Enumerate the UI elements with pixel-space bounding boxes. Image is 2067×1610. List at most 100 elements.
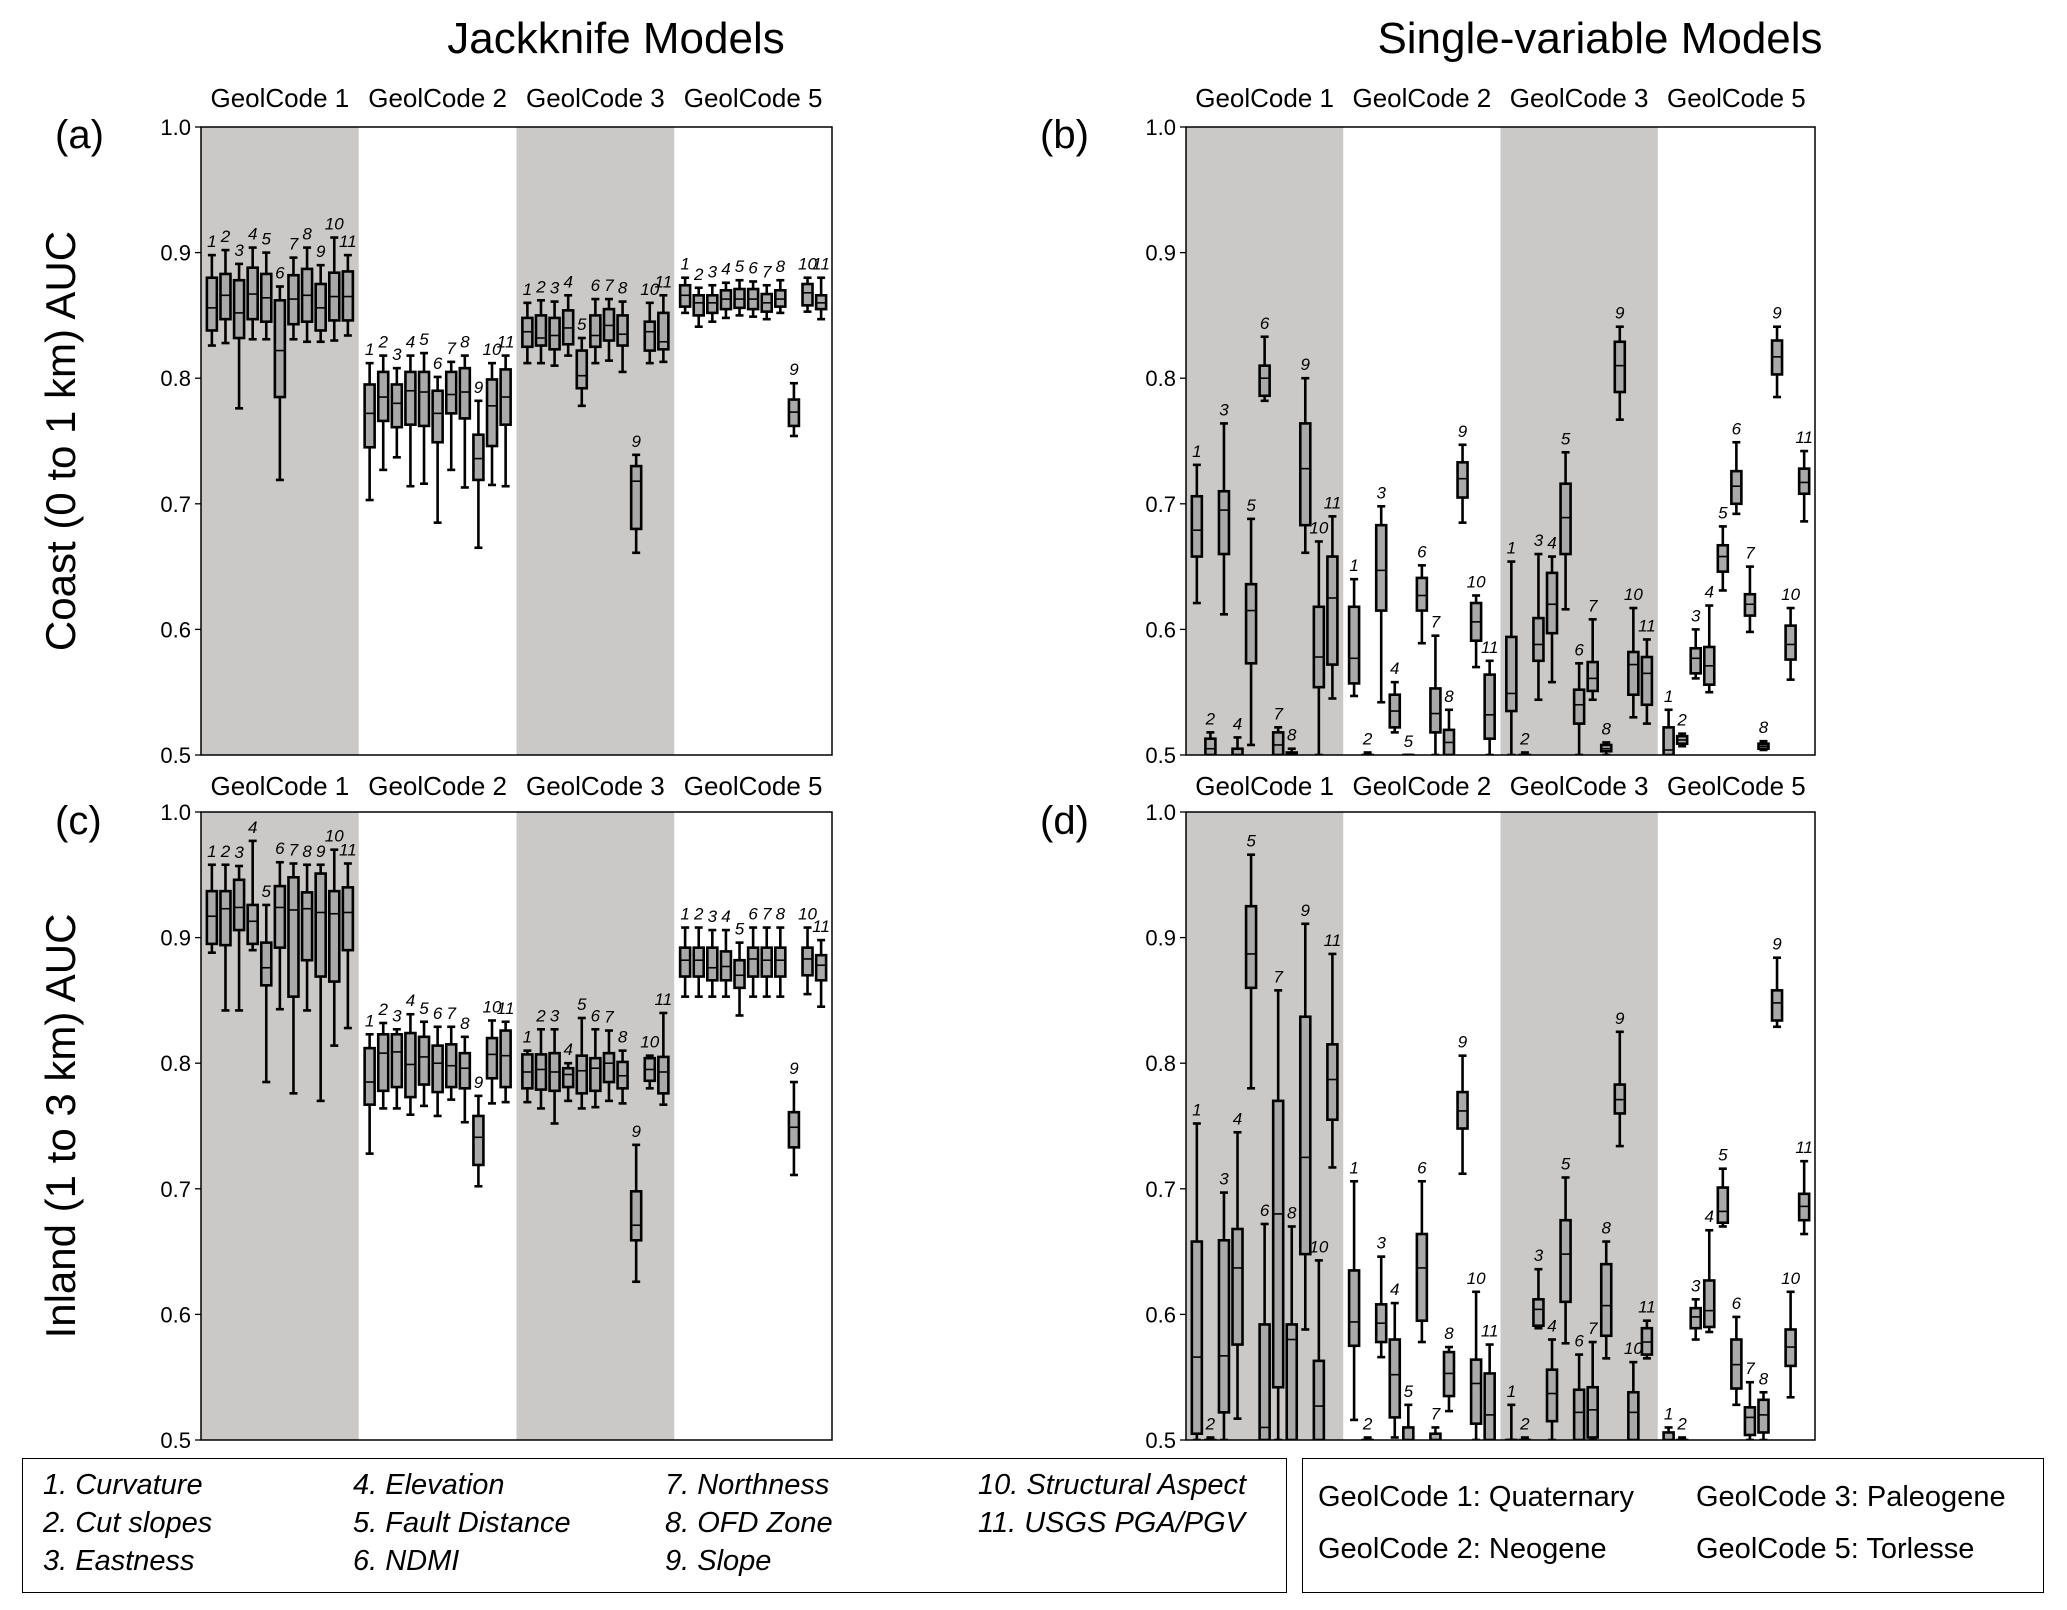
- box-number-label: 2: [377, 1000, 388, 1019]
- box-number-label: 5: [1246, 832, 1256, 851]
- box-number-label: 5: [577, 315, 587, 334]
- box-number-label: 9: [316, 842, 326, 861]
- box-number-label: 6: [433, 1004, 443, 1023]
- box-number-label: 9: [474, 378, 484, 397]
- y-tick-label: 0.9: [160, 926, 191, 951]
- y-tick-label: 0.7: [160, 492, 191, 517]
- legend-geolcodes: GeolCode 1: Quaternary GeolCode 2: Neoge…: [1302, 1458, 2044, 1593]
- box: [616, 314, 629, 347]
- box-number-label: 7: [762, 262, 772, 281]
- box-number-label: 9: [1301, 901, 1311, 920]
- legend-item-curvature: 1. Curvature: [43, 1469, 203, 1501]
- y-tick-label: 0.5: [160, 1428, 191, 1453]
- box: [219, 889, 232, 947]
- boxes: [205, 236, 828, 555]
- box: [1258, 364, 1271, 398]
- box-number-label: 10: [1467, 572, 1486, 591]
- panel-label: (a): [55, 113, 104, 157]
- box-number-label: 6: [275, 264, 285, 283]
- box-number-label: 11: [1638, 616, 1656, 635]
- panel-label: (c): [55, 799, 102, 843]
- box: [485, 378, 499, 448]
- box-number-label: 5: [735, 920, 745, 939]
- legend-item-slope: 9. Slope: [665, 1545, 772, 1577]
- box-number-label: 3: [392, 1006, 402, 1025]
- box-number-label: 7: [604, 276, 614, 295]
- box: [1298, 1015, 1312, 1256]
- box: [1326, 1043, 1339, 1122]
- box-number-label: 11: [339, 840, 357, 859]
- box: [232, 278, 246, 340]
- box-number-label: 2: [377, 333, 388, 352]
- box-number-label: 2: [220, 227, 231, 246]
- box: [287, 876, 300, 998]
- y-axis-title: Coast (0 to 1 km) AUC: [37, 231, 84, 651]
- box: [1469, 1358, 1483, 1425]
- group-label: GeolCode 1: [210, 83, 349, 113]
- box-number-label: 1: [1349, 556, 1358, 575]
- box-number-label: 6: [748, 258, 758, 277]
- box-number-label: 2: [535, 1006, 546, 1025]
- box: [534, 314, 548, 347]
- y-tick-label: 0.9: [1145, 241, 1176, 266]
- box-number-label: 10: [1624, 585, 1643, 604]
- group-label: GeolCode 1: [210, 771, 349, 801]
- box-number-label: 2: [1519, 729, 1530, 748]
- y-tick-label: 0.6: [1145, 1302, 1176, 1327]
- box-number-label: 4: [248, 818, 257, 837]
- box: [259, 941, 273, 987]
- box-number-label: 5: [1246, 496, 1256, 515]
- box-number-label: 1: [1192, 1100, 1201, 1119]
- box-number-label: 1: [1192, 442, 1201, 461]
- panel-a: GeolCode 1 GeolCode 2 GeolCode 3 GeolCode 5…: [37, 83, 833, 768]
- box: [692, 294, 706, 317]
- box: [1532, 1298, 1545, 1328]
- box-number-label: 1: [207, 842, 216, 861]
- box-number-label: 2: [1362, 1414, 1373, 1433]
- box: [1326, 555, 1339, 666]
- box: [1244, 904, 1258, 990]
- title-jackknife: Jackknife Models: [447, 14, 784, 63]
- box-number-label: 2: [1676, 711, 1687, 730]
- box-number-label: 5: [735, 257, 745, 276]
- box-number-label: 4: [1547, 534, 1556, 553]
- box-number-label: 7: [1273, 967, 1283, 986]
- box-number-label: 7: [446, 1004, 456, 1023]
- panel-b: GeolCode 1 GeolCode 2 GeolCode 3 GeolCode 5…: [1040, 83, 1816, 768]
- group-label: GeolCode 2: [1352, 83, 1491, 113]
- box-number-label: 7: [1745, 1359, 1755, 1378]
- legend-item-cut-slopes: 2. Cut slopes: [43, 1507, 213, 1539]
- box: [1545, 571, 1559, 635]
- legend-geol-paleogene: GeolCode 3: Paleogene: [1696, 1481, 2006, 1513]
- box: [1662, 726, 1675, 755]
- box-number-label: 11: [1324, 931, 1342, 950]
- box: [534, 1053, 548, 1091]
- box: [1298, 422, 1312, 527]
- box-number-label: 3: [234, 241, 244, 260]
- box-number-label: 3: [1691, 1276, 1701, 1295]
- panel-c: GeolCode 1 GeolCode 2 GeolCode 3 GeolCode 5…: [37, 771, 833, 1453]
- box-number-label: 1: [523, 280, 532, 299]
- box: [1559, 482, 1572, 556]
- box-number-label: 8: [1444, 1324, 1454, 1343]
- box-number-label: 10: [1781, 585, 1800, 604]
- box-number-label: 10: [1624, 1339, 1643, 1358]
- y-tick-label: 0.6: [160, 1302, 191, 1327]
- box-number-label: 11: [497, 999, 515, 1018]
- box-number-label: 11: [812, 255, 830, 274]
- group-label: GeolCode 2: [368, 771, 507, 801]
- box: [472, 1114, 485, 1167]
- legend-variables: 1. Curvature 2. Cut slopes 3. Eastness 4…: [22, 1458, 1287, 1593]
- box-number-label: 1: [1507, 1382, 1516, 1401]
- box-number-label: 10: [1781, 1269, 1800, 1288]
- box-number-label: 11: [1638, 1298, 1656, 1317]
- y-tick-label: 0.5: [160, 743, 191, 768]
- box: [1231, 747, 1244, 755]
- box: [404, 370, 417, 426]
- box-number-label: 8: [618, 279, 628, 298]
- box: [246, 903, 259, 946]
- box: [678, 946, 692, 978]
- box-number-label: 2: [535, 277, 546, 296]
- box: [363, 1046, 376, 1106]
